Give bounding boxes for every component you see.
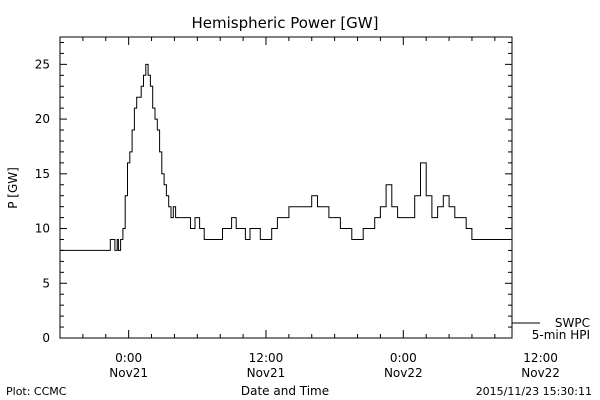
y-tick-label: 15 (35, 167, 50, 181)
x-axis: 0:00Nov2112:00Nov210:00Nov2212:00Nov220:… (59, 37, 560, 380)
legend-label-hpi: 5-min HPI (532, 328, 590, 342)
x-tick-label-time: 12:00 (249, 351, 284, 365)
y-tick-label: 20 (35, 112, 50, 126)
x-tick-label-date: Nov22 (384, 366, 423, 380)
y-tick-label: 0 (42, 331, 50, 345)
x-tick-label-time: 0:00 (115, 351, 142, 365)
chart-title: Hemispheric Power [GW] (192, 14, 379, 32)
x-axis-label: Date and Time (241, 384, 329, 398)
y-axis: 0 5 10 15 20 25 (35, 41, 512, 345)
x-tick-label-date: Nov21 (109, 366, 148, 380)
footer-timestamp: 2015/11/23 15:30:11 (476, 385, 592, 398)
x-tick-label-time: 0:00 (390, 351, 417, 365)
y-axis-label: P [GW] (6, 167, 20, 209)
y-tick-label: 10 (35, 222, 50, 236)
y-tick-label: 25 (35, 57, 50, 71)
x-tick-label-date: Nov22 (521, 366, 560, 380)
x-tick-label-time: 12:00 (523, 351, 558, 365)
legend-label-swpc: SWPC (555, 316, 590, 330)
series-line-swpc (60, 63, 513, 251)
x-tick-label-date: Nov21 (247, 366, 286, 380)
y-tick-label: 5 (42, 276, 50, 290)
footer-credit: Plot: CCMC (6, 385, 67, 398)
